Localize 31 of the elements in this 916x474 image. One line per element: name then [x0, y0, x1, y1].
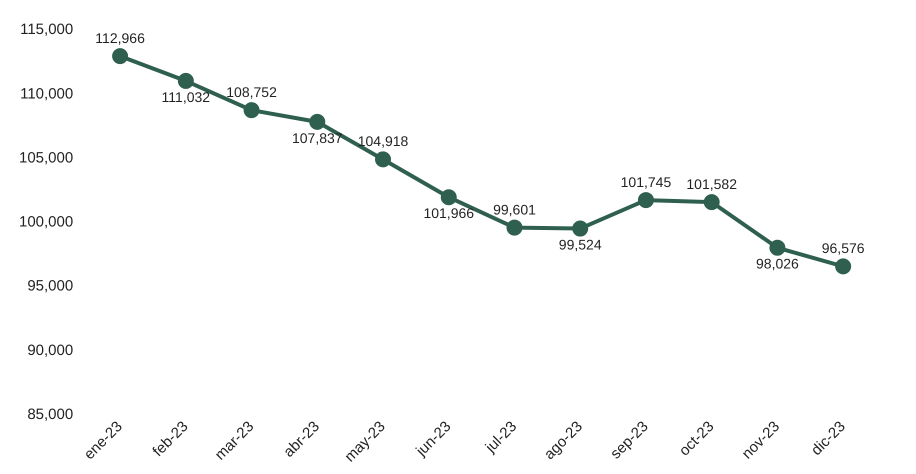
- data-label: 104,918: [358, 133, 409, 150]
- y-tick-label: 85,000: [27, 406, 74, 424]
- y-tick-label: 105,000: [18, 149, 74, 166]
- point: [638, 192, 654, 208]
- point: [704, 194, 720, 210]
- point: [375, 151, 392, 168]
- data-label: 101,582: [686, 176, 738, 192]
- data-label: 101,966: [423, 205, 474, 222]
- data-label: 96,576: [822, 240, 865, 256]
- point: [769, 240, 786, 256]
- y-tick-label: 115,000: [20, 21, 74, 38]
- y-tick-label: 95,000: [27, 278, 74, 295]
- y-tick-label: 110,000: [20, 85, 74, 102]
- data-label: 101,745: [620, 174, 672, 190]
- data-label: 107,837: [292, 130, 343, 146]
- point: [506, 220, 522, 236]
- point: [440, 189, 457, 206]
- data-label: 112,966: [95, 30, 146, 46]
- data-label: 108,752: [226, 84, 278, 100]
- point: [178, 72, 194, 89]
- point: [244, 102, 260, 118]
- y-tick-label: 100,000: [18, 214, 74, 231]
- y-tick-label: 90,000: [27, 342, 74, 359]
- data-label: 98,026: [756, 256, 800, 272]
- data-label: 111,032: [162, 88, 210, 105]
- point: [309, 114, 326, 130]
- point: [835, 258, 852, 274]
- point: [572, 220, 588, 237]
- point: [112, 48, 128, 64]
- data-label: 99,601: [493, 201, 536, 218]
- data-label: 99,524: [558, 236, 602, 252]
